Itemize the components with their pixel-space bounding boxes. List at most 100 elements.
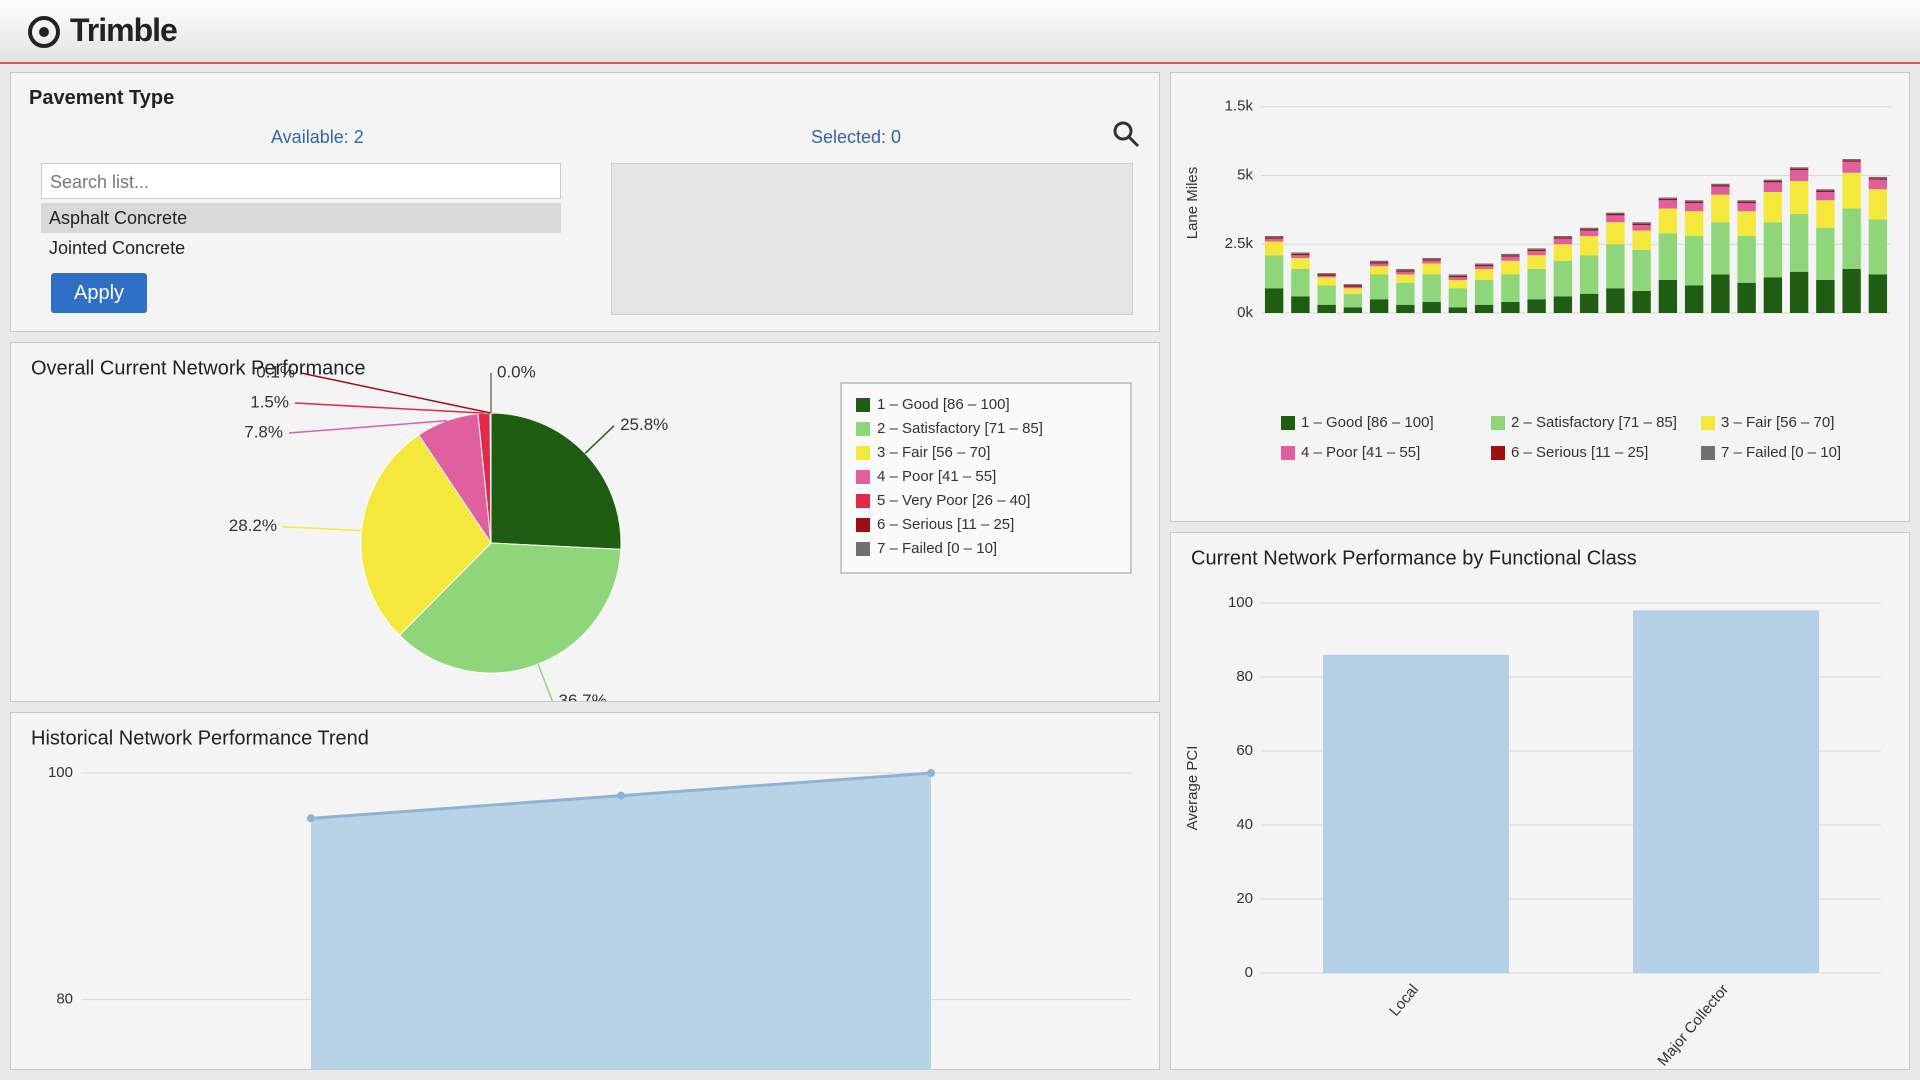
stacked-bar-chart: 0k 2.5k 5k 1.5k Lane Miles 1 – Good [86 – 100…: [1184, 98, 1891, 461]
bar-segment: [1527, 269, 1546, 300]
bar-segment: [1763, 182, 1783, 192]
list-item[interactable]: Jointed Concrete: [49, 238, 186, 258]
legend-label: 2 – Satisfactory [71 – 85]: [877, 420, 1043, 437]
bar-segment: [1343, 285, 1363, 287]
bar-segment: [1474, 266, 1494, 269]
leader-line: [300, 372, 491, 414]
x-tick-label: Local: [1386, 981, 1422, 1019]
search-input[interactable]: Search list...: [41, 163, 561, 199]
bar-segment: [1711, 274, 1730, 313]
bar-segment: [1448, 275, 1468, 278]
data-label: 0.0%: [497, 362, 536, 381]
bar-segment: [1474, 263, 1494, 265]
bar-segment: [1396, 270, 1415, 272]
y-tick-label: 80: [56, 991, 73, 1008]
legend-label: 1 – Good [86 – 100]: [1301, 414, 1434, 431]
y-tick-label: 0k: [1237, 304, 1253, 321]
bar-segment: [1422, 259, 1441, 261]
bar-segment: [1317, 274, 1336, 276]
data-label: 0.1%: [256, 362, 295, 381]
list-item[interactable]: Asphalt Concrete: [41, 203, 561, 233]
legend-box: [840, 382, 1132, 574]
bar-segment: [1396, 282, 1415, 305]
bar-segment: [1369, 299, 1389, 313]
bar-segment: [1763, 222, 1783, 278]
legend-label: 5 – Very Poor [26 – 40]: [877, 492, 1030, 509]
bar-segment: [1789, 181, 1809, 214]
data-point: [617, 791, 625, 800]
bar-segment: [1816, 227, 1835, 280]
bar-segment: [1264, 241, 1284, 256]
bar-segment: [1842, 159, 1861, 161]
bar-segment: [1579, 236, 1599, 256]
bar-segment: [1317, 273, 1336, 275]
bar-segment: [1501, 302, 1520, 313]
bar-segment: [1842, 161, 1861, 173]
bar-segment: [1816, 200, 1835, 228]
available-count: Available: 2: [271, 127, 364, 147]
bar-segment: [1422, 302, 1441, 313]
legend-swatch: [856, 470, 870, 484]
legend-swatch: [856, 542, 870, 556]
bar-segment: [1632, 223, 1651, 225]
bar-segment: [1658, 200, 1678, 209]
bar-segment: [1868, 219, 1888, 275]
bar-segment: [1711, 222, 1730, 275]
x-tick-label: Major Collector: [1654, 981, 1732, 1069]
bar-segment: [1868, 189, 1888, 220]
bar-segment: [1763, 181, 1783, 183]
bar-segment: [1343, 286, 1363, 289]
bar-segment: [1658, 280, 1678, 313]
bar-segment: [1396, 274, 1415, 283]
bar-segment: [1369, 274, 1389, 300]
bar-segment: [1579, 293, 1599, 313]
bar-segment: [1842, 172, 1861, 209]
bar-segment: [1711, 185, 1730, 187]
legend-label: 4 – Poor [41 – 55]: [877, 468, 996, 485]
filter-panel: Pavement Type Available: 2 Selected: 0 S…: [10, 72, 1160, 332]
bar-segment: [1789, 214, 1809, 272]
search-icon[interactable]: [1111, 119, 1141, 149]
bar-segment: [1763, 192, 1783, 223]
bar-segment: [1816, 192, 1835, 201]
bar-segment: [1868, 179, 1888, 190]
bar-segment: [1553, 236, 1573, 238]
bar-segment: [1737, 236, 1756, 283]
y-tick-label: 60: [1236, 742, 1253, 759]
data-label: 36.7%: [559, 691, 607, 701]
leader-line: [537, 663, 554, 702]
bar-segment: [1474, 280, 1494, 305]
bar-segment: [1606, 212, 1625, 214]
chart-title: Overall Current Network Performance: [31, 357, 366, 379]
bar-segment: [1684, 285, 1704, 313]
bar-segment: [1737, 282, 1756, 313]
legend-label: 6 – Serious [11 – 25]: [877, 516, 1014, 533]
legend-swatch: [856, 518, 870, 532]
bar-segment: [1658, 198, 1678, 201]
bar-segment: [1658, 197, 1678, 199]
apply-button[interactable]: Apply: [51, 273, 147, 313]
data-point: [307, 814, 315, 823]
leader-line: [282, 526, 362, 532]
area-chart: Historical Network Performance Trend 80 10…: [31, 727, 1131, 1080]
legend-swatch: [856, 494, 870, 508]
bar-segment: [1763, 277, 1783, 313]
bar-segment: [1606, 244, 1625, 289]
y-tick-label: 100: [1228, 594, 1253, 611]
bar-segment: [1658, 233, 1678, 280]
filter-title: Pavement Type: [29, 87, 175, 109]
bar-segment: [1684, 211, 1704, 236]
bar-segment: [1422, 274, 1441, 302]
bar-segment: [1422, 258, 1441, 260]
bar-segment: [1264, 238, 1284, 242]
bar-segment: [1474, 264, 1494, 267]
bar-chart: Current Network Performance by Functiona…: [1184, 547, 1881, 1069]
legend-swatch: [1281, 446, 1295, 460]
bar-segment: [1448, 274, 1468, 276]
bar-segment: [1684, 201, 1704, 203]
bar-segment: [1553, 260, 1573, 297]
bar-segment: [1684, 236, 1704, 286]
bar-segment: [1396, 304, 1415, 313]
bar-segment: [1422, 260, 1441, 264]
bar: [1323, 654, 1509, 973]
